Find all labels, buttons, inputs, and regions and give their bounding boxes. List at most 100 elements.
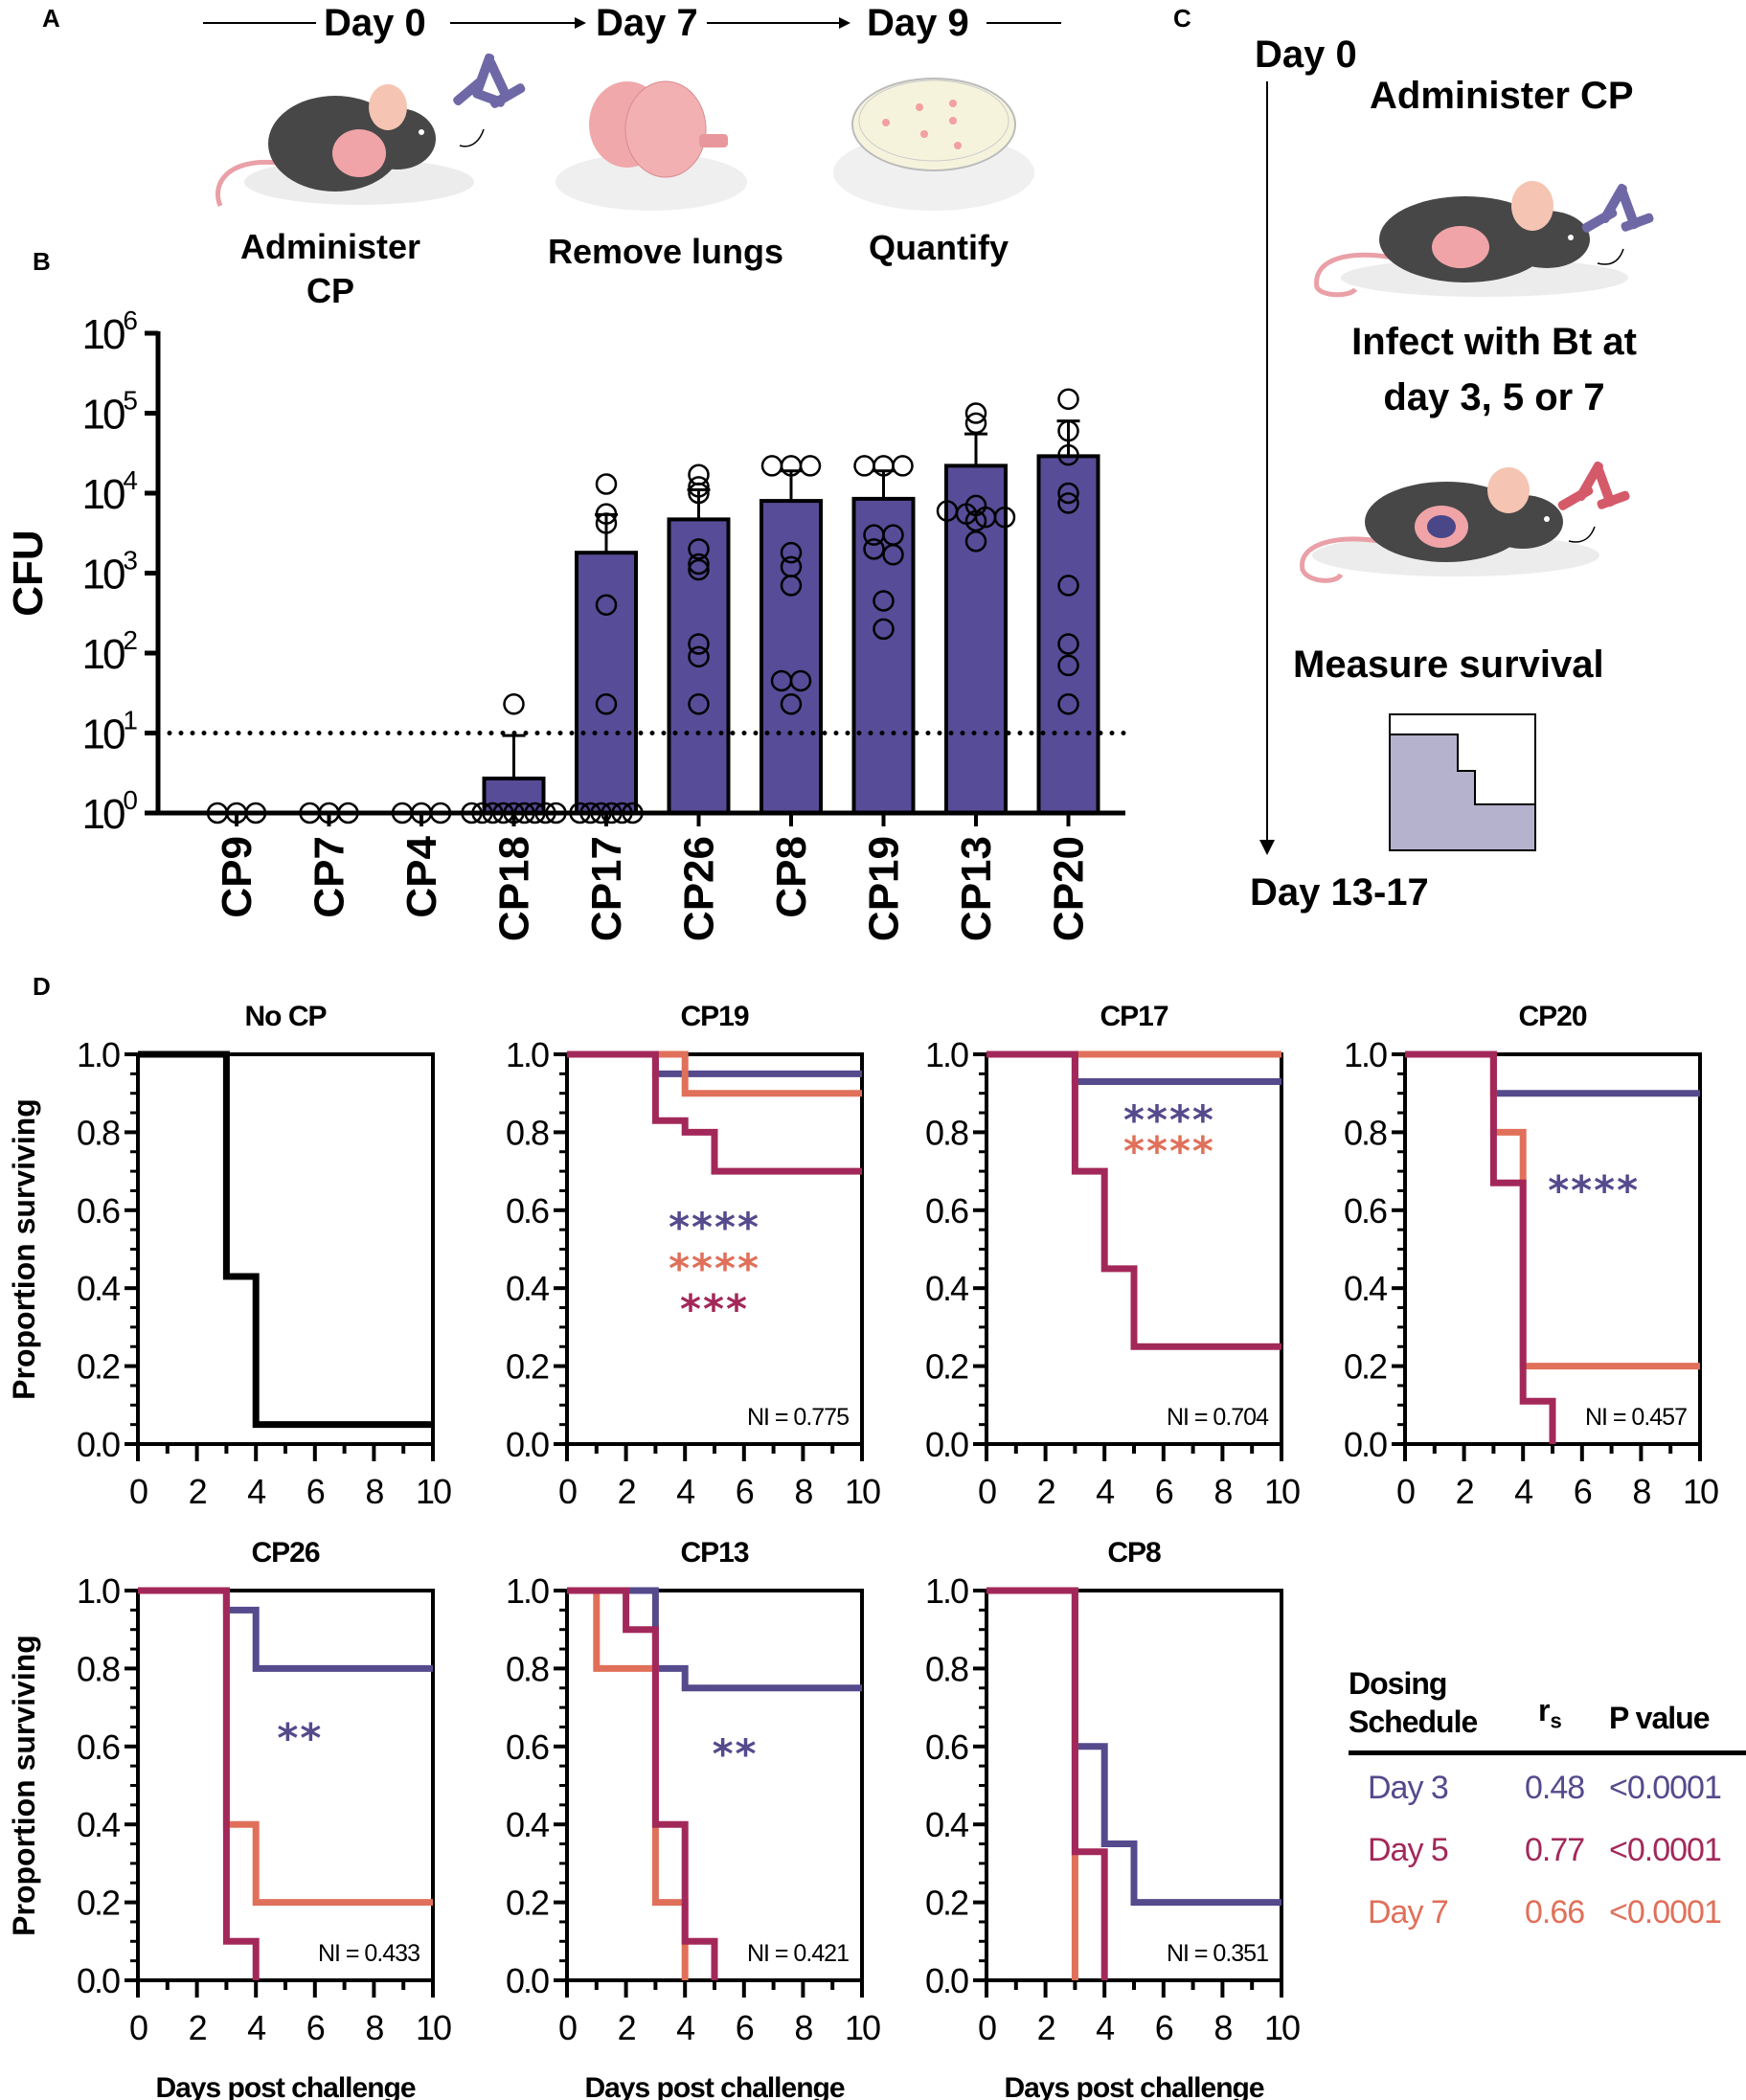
data-point [595, 594, 618, 616]
y-tick-label: 0.8 [506, 1649, 549, 1688]
survival-line-day-5 [567, 1587, 718, 1980]
plot-frame [1403, 1052, 1702, 1446]
x-tick-label: 2 [618, 2008, 636, 2047]
x-tick-label: 8 [1632, 1472, 1650, 1511]
survival-line-day-7 [986, 1587, 1078, 1980]
survival-line-day-5 [567, 1050, 862, 1175]
y-tick-label: 1.0 [1344, 1035, 1387, 1074]
significance-stars: **** [669, 1204, 760, 1251]
y-tick-label: 105 [81, 386, 137, 439]
x-tick-label: 4 [676, 1472, 694, 1511]
survival-line-no-cp [138, 1050, 433, 1429]
mouse-with-bacteria-icon [215, 53, 526, 207]
x-tick-label: 2 [189, 1472, 207, 1511]
data-point [892, 455, 914, 477]
plot-frame [136, 1052, 435, 1446]
step-administer-line1: Administer [239, 227, 421, 266]
step-administer-label: Administer CP [235, 225, 426, 313]
y-tick-label: 0.0 [77, 1961, 120, 2000]
x-tick-label: 2 [618, 1472, 636, 1511]
data-point [1057, 693, 1079, 715]
y-tick-label: 0.0 [1344, 1425, 1387, 1464]
y-tick-label: 0.2 [925, 1884, 968, 1923]
x-tick-label-cp19: CP19 [861, 836, 908, 941]
data-point [503, 693, 525, 715]
y-tick-label: 106 [81, 305, 137, 358]
x-tick-label: 10 [416, 2008, 451, 2047]
data-point [789, 669, 812, 692]
x-tick-label-cp18: CP18 [491, 836, 538, 941]
cell-p-value: <0.0001 [1609, 1832, 1722, 1868]
data-point [853, 455, 875, 477]
data-point [688, 476, 710, 498]
y-tick-label: 0.2 [506, 1884, 549, 1923]
survival-line-day-3 [138, 1587, 433, 1672]
data-point [595, 693, 618, 715]
y-tick-label: 0.4 [1344, 1269, 1387, 1308]
y-axis-label: Proportion surviving [7, 1098, 41, 1400]
significance-stars: ** [277, 1715, 323, 1762]
c-step2-label: Infect with Bt at day 3, 5 or 7 [1274, 314, 1714, 425]
arrow-down-icon [1259, 840, 1275, 855]
y-tick-label: 102 [81, 625, 137, 678]
y-tick-label: 1.0 [925, 1035, 968, 1074]
c-end-label: Day 13-17 [1250, 871, 1429, 914]
data-point [863, 538, 885, 560]
data-point [1057, 388, 1079, 411]
x-tick-label: 4 [247, 2008, 265, 2047]
arrow-head-icon [839, 17, 850, 29]
rs-subscript: s [1550, 1708, 1562, 1733]
significance-stars: **** [1548, 1166, 1640, 1213]
y-tick-label: 0.6 [77, 1727, 120, 1767]
significance-stars: **** [669, 1245, 760, 1292]
timeline-day7: Day 7 [596, 2, 698, 44]
y-tick-label: 0.6 [506, 1191, 549, 1231]
x-tick-label: 4 [1096, 2008, 1114, 2047]
y-tick-label: 1.0 [925, 1571, 968, 1611]
timeline-vertical-arrow [1259, 81, 1275, 855]
data-point [993, 506, 1016, 529]
panel-label-c: C [1173, 4, 1191, 33]
plot-title: CP17 [1100, 1001, 1168, 1032]
y-tick-label: 0.4 [506, 1269, 549, 1308]
y-tick-label: 0.6 [925, 1191, 968, 1231]
x-tick-label: 8 [365, 2008, 383, 2047]
survival-line-day-5 [138, 1587, 260, 1980]
x-tick-label: 6 [1155, 1472, 1173, 1511]
data-point [964, 402, 987, 424]
significance-stars: **** [1123, 1096, 1215, 1143]
table-header-schedule: Dosing Schedule [1349, 1664, 1478, 1741]
x-tick-label-cp20: CP20 [1046, 836, 1093, 941]
cfu-bar-chart: CFU 100 101 102 103 104 105 106 CP9 CP7 CP4 CP18 CP1… [5, 305, 1128, 941]
c-step2-line1: Infect with Bt at [1351, 321, 1637, 363]
data-point [873, 618, 895, 641]
x-tick-label: 0 [1396, 1472, 1415, 1511]
c-step1-label: Administer CP [1370, 75, 1634, 117]
significance-stars: ** [713, 1730, 759, 1777]
x-tick-label: 2 [189, 2008, 207, 2047]
data-point [780, 541, 803, 564]
step-administer-line2: CP [306, 271, 354, 310]
data-point [1057, 575, 1079, 597]
table-divider [1349, 1750, 1746, 1755]
step-remove-lungs-label: Remove lungs [547, 232, 784, 271]
survival-line-day-3 [1405, 1050, 1700, 1097]
survival-line-day-5 [986, 1587, 1108, 1980]
x-tick-label: 0 [129, 2008, 147, 2047]
y-tick-label: 0.4 [925, 1269, 968, 1308]
y-tick-label: 0.2 [506, 1347, 549, 1387]
timeline-day9: Day 9 [867, 2, 969, 44]
data-point [1057, 443, 1079, 466]
data-point [1057, 419, 1079, 442]
x-tick-label: 10 [416, 1472, 451, 1511]
x-tick-label: 0 [558, 1472, 577, 1511]
survival-line-day-3 [567, 1587, 862, 1692]
x-tick-label: 4 [1514, 1472, 1532, 1511]
x-tick-label: 10 [845, 2008, 880, 2047]
c-step3-label: Measure survival [1293, 644, 1604, 686]
data-point [688, 693, 710, 715]
cell-rs: 0.48 [1525, 1770, 1585, 1806]
data-point [595, 503, 618, 525]
plot-frame [136, 1589, 435, 1982]
